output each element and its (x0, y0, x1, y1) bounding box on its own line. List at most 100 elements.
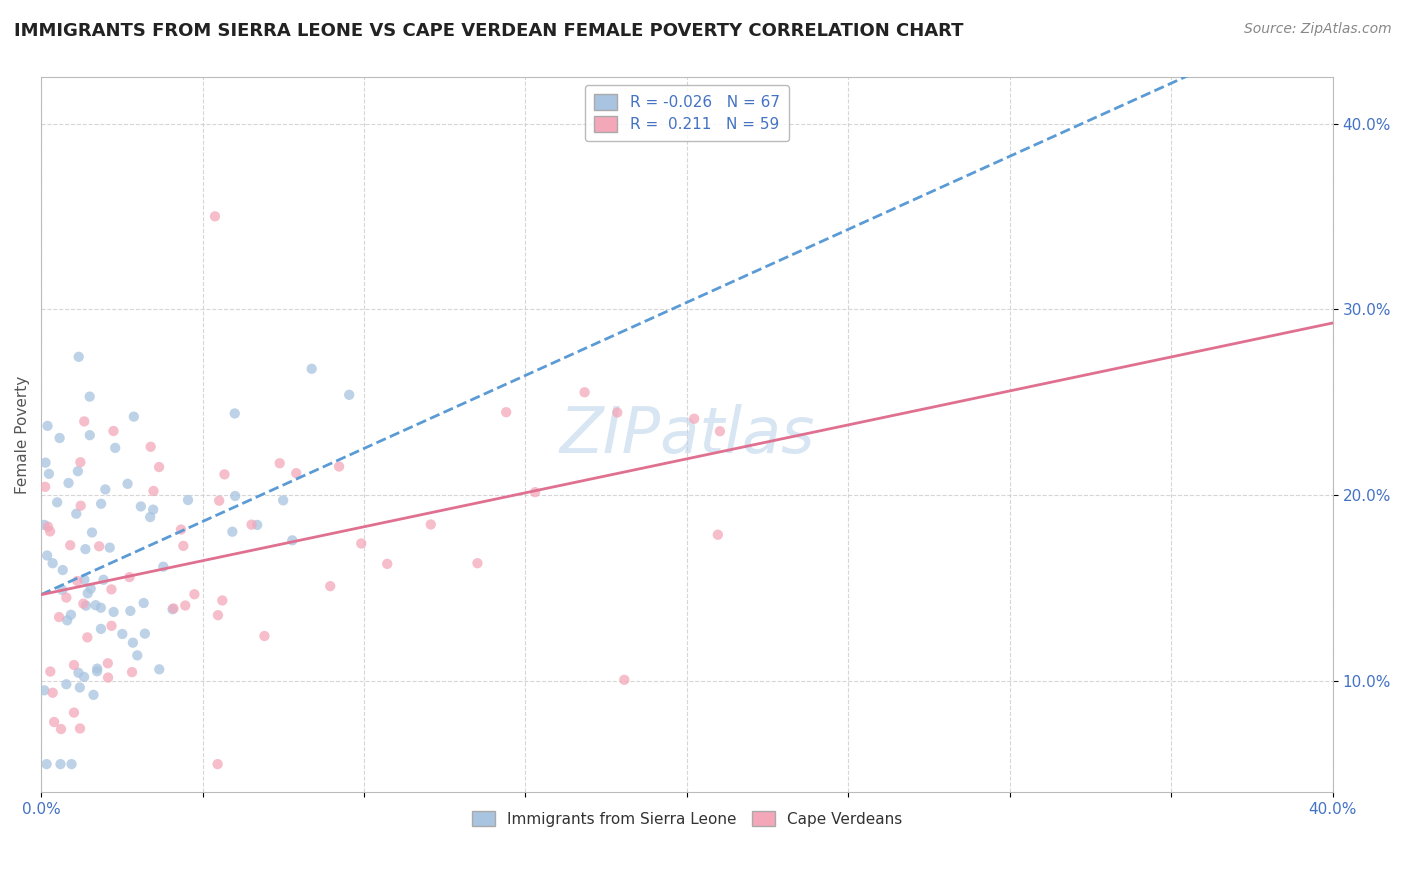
Point (66, 574, 89, 588)
Point (97, 671, 120, 685)
Point (89, 539, 111, 553)
Point (174, 599, 197, 613)
Point (34, 517, 56, 532)
Point (34, 683, 56, 698)
Point (41, 556, 63, 570)
Point (75, 599, 97, 613)
Point (122, 636, 145, 650)
Point (97, 657, 120, 671)
Point (103, 424, 125, 438)
Point (49, 757, 72, 772)
Point (73, 670, 96, 684)
Point (90, 497, 112, 511)
Point (172, 539, 194, 553)
Point (337, 388, 360, 402)
Point (69, 499, 91, 513)
Point (100, 582, 122, 597)
Point (246, 517, 269, 532)
Point (170, 523, 193, 537)
Point (98, 541, 121, 555)
Point (72, 597, 94, 611)
Point (69, 681, 91, 695)
Point (177, 493, 200, 508)
Point (86, 665, 108, 679)
Point (41, 686, 63, 700)
Point (139, 440, 162, 454)
Point (211, 593, 233, 607)
Point (183, 587, 205, 601)
Point (52, 563, 75, 577)
Point (240, 517, 263, 532)
Point (104, 441, 127, 455)
Point (117, 476, 139, 491)
Point (37, 549, 59, 563)
Point (59, 607, 82, 622)
Point (90, 622, 112, 636)
Point (37, 519, 59, 533)
Point (495, 405, 517, 419)
Point (44, 714, 66, 729)
Point (37, 418, 59, 433)
Point (51, 582, 73, 597)
Point (69, 722, 91, 736)
Point (80, 582, 103, 596)
Point (132, 596, 155, 610)
Point (86, 662, 108, 676)
Point (419, 517, 441, 532)
Point (55, 591, 77, 605)
Point (524, 485, 547, 500)
Point (76, 586, 98, 600)
Point (34, 480, 56, 494)
Point (79, 390, 101, 404)
Point (79, 428, 101, 442)
Point (48, 431, 70, 445)
Point (683, 411, 706, 425)
Point (59, 538, 82, 552)
Point (134, 626, 156, 640)
Point (121, 665, 143, 680)
Point (129, 500, 152, 514)
Point (34, 456, 56, 470)
Point (75, 542, 97, 557)
Point (111, 627, 134, 641)
Point (269, 456, 291, 470)
Point (285, 466, 308, 480)
Point (707, 527, 730, 541)
Point (271, 493, 294, 508)
Point (350, 536, 373, 550)
Point (253, 629, 276, 643)
Point (39, 524, 62, 539)
Point (67, 350, 90, 364)
Point (162, 601, 184, 615)
Point (467, 556, 489, 570)
Y-axis label: Female Poverty: Female Poverty (15, 376, 30, 494)
Point (142, 483, 165, 498)
Point (152, 559, 174, 574)
Point (55, 677, 77, 691)
Point (208, 493, 231, 508)
Point (60, 757, 83, 772)
Point (221, 524, 243, 539)
Point (127, 648, 149, 663)
Point (122, 409, 145, 424)
Point (204, 210, 226, 224)
Text: ZIPatlas: ZIPatlas (560, 404, 814, 466)
Point (65, 507, 87, 521)
Point (39, 665, 62, 679)
Point (94, 483, 117, 497)
Point (35, 757, 58, 772)
Point (73, 414, 96, 428)
Point (214, 467, 236, 482)
Point (90, 600, 112, 615)
Point (224, 407, 246, 421)
Text: IMMIGRANTS FROM SIERRA LEONE VS CAPE VERDEAN FEMALE POVERTY CORRELATION CHART: IMMIGRANTS FROM SIERRA LEONE VS CAPE VER… (14, 22, 963, 40)
Point (148, 460, 170, 475)
Point (142, 502, 165, 516)
Legend: Immigrants from Sierra Leone, Cape Verdeans: Immigrants from Sierra Leone, Cape Verde… (464, 803, 910, 834)
Point (83, 688, 105, 702)
Point (38, 467, 60, 481)
Point (76, 631, 98, 645)
Point (148, 662, 170, 676)
Point (103, 605, 125, 619)
Point (118, 570, 141, 584)
